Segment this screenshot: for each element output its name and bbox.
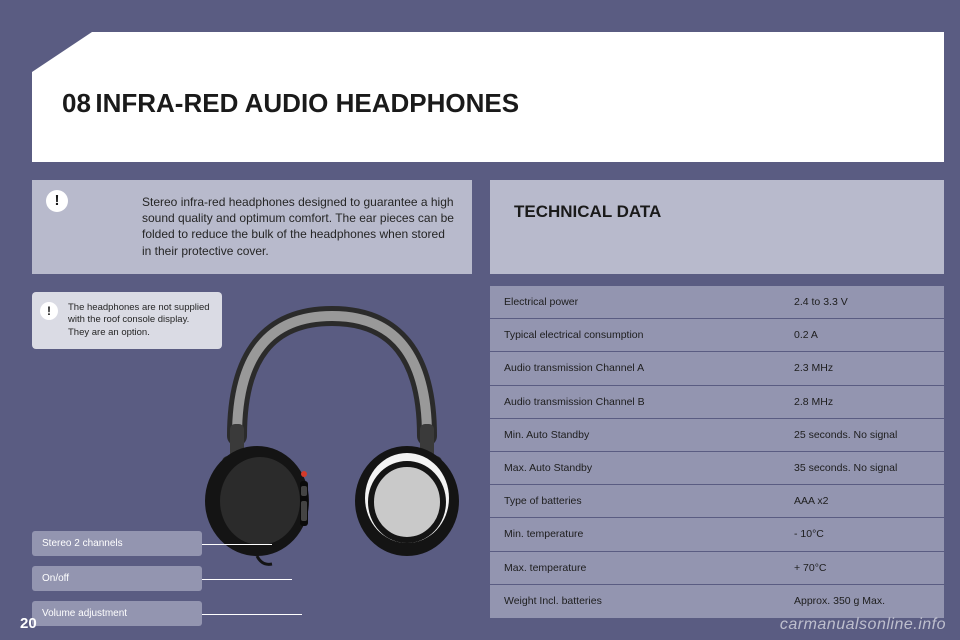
spec-value: 2.8 MHz bbox=[790, 396, 944, 408]
spec-label: Audio transmission Channel A bbox=[490, 362, 790, 374]
intro-text: Stereo infra-red headphones designed to … bbox=[142, 194, 454, 259]
table-row: Max. temperature + 70°C bbox=[490, 552, 944, 585]
table-row: Min. Auto Standby 25 seconds. No signal bbox=[490, 419, 944, 452]
spec-value: 35 seconds. No signal bbox=[790, 462, 944, 474]
right-column: TECHNICAL DATA Electrical power 2.4 to 3… bbox=[490, 180, 944, 618]
table-row: Audio transmission Channel B 2.8 MHz bbox=[490, 386, 944, 419]
page-title-text: INFRA-RED AUDIO HEADPHONES bbox=[95, 88, 519, 118]
intro-panel: ! Stereo infra-red headphones designed t… bbox=[32, 180, 472, 274]
technical-data-header: TECHNICAL DATA bbox=[490, 180, 944, 274]
left-column: ! Stereo infra-red headphones designed t… bbox=[32, 180, 472, 626]
page-number: 20 bbox=[20, 615, 37, 632]
spec-label: Typical electrical consumption bbox=[490, 329, 790, 341]
header-corner-notch bbox=[32, 32, 92, 72]
spec-value: 25 seconds. No signal bbox=[790, 429, 944, 441]
table-row: Typical electrical consumption 0.2 A bbox=[490, 319, 944, 352]
technical-data-title: TECHNICAL DATA bbox=[514, 202, 661, 221]
table-row: Audio transmission Channel A 2.3 MHz bbox=[490, 352, 944, 385]
spec-value: + 70°C bbox=[790, 562, 944, 574]
spec-value: 0.2 A bbox=[790, 329, 944, 341]
callout-label: Stereo 2 channels bbox=[42, 538, 123, 549]
page-title: INFRA-RED AUDIO HEADPHONES bbox=[95, 88, 519, 118]
callout-label: Volume adjustment bbox=[42, 608, 127, 619]
callout-label: On/off bbox=[42, 573, 69, 584]
table-row: Max. Auto Standby 35 seconds. No signal bbox=[490, 452, 944, 485]
callout-leader-line bbox=[202, 544, 272, 545]
technical-data-table: Electrical power 2.4 to 3.3 V Typical el… bbox=[490, 286, 944, 618]
spec-value: Approx. 350 g Max. bbox=[790, 595, 944, 607]
spec-value: 2.3 MHz bbox=[790, 362, 944, 374]
chapter-number: 08 bbox=[62, 88, 91, 118]
table-row: Min. temperature - 10°C bbox=[490, 518, 944, 551]
spec-label: Audio transmission Channel B bbox=[490, 396, 790, 408]
table-row: Electrical power 2.4 to 3.3 V bbox=[490, 286, 944, 319]
spec-value: - 10°C bbox=[790, 528, 944, 540]
alert-icon: ! bbox=[46, 190, 68, 212]
callout-leader-line bbox=[202, 614, 302, 615]
spec-label: Max. temperature bbox=[490, 562, 790, 574]
callout-volume: Volume adjustment bbox=[32, 601, 202, 626]
spec-label: Min. Auto Standby bbox=[490, 429, 790, 441]
spec-label: Max. Auto Standby bbox=[490, 462, 790, 474]
table-row: Type of batteries AAA x2 bbox=[490, 485, 944, 518]
spec-label: Type of batteries bbox=[490, 495, 790, 507]
page-header: 08 INFRA-RED AUDIO HEADPHONES bbox=[32, 32, 944, 162]
callout-onoff: On/off bbox=[32, 566, 202, 591]
callout-group: Stereo 2 channels On/off Volume adjustme… bbox=[32, 521, 472, 626]
callout-stereo: Stereo 2 channels bbox=[32, 531, 202, 556]
spec-label: Electrical power bbox=[490, 296, 790, 308]
spec-value: 2.4 to 3.3 V bbox=[790, 296, 944, 308]
spec-label: Min. temperature bbox=[490, 528, 790, 540]
table-row: Weight Incl. batteries Approx. 350 g Max… bbox=[490, 585, 944, 618]
watermark-text: carmanualsonline.info bbox=[780, 616, 946, 634]
callout-leader-line bbox=[202, 579, 292, 580]
alert-icon: ! bbox=[40, 302, 58, 320]
spec-value: AAA x2 bbox=[790, 495, 944, 507]
product-image-area: ! The headphones are not supplied with t… bbox=[32, 286, 472, 626]
spec-label: Weight Incl. batteries bbox=[490, 595, 790, 607]
